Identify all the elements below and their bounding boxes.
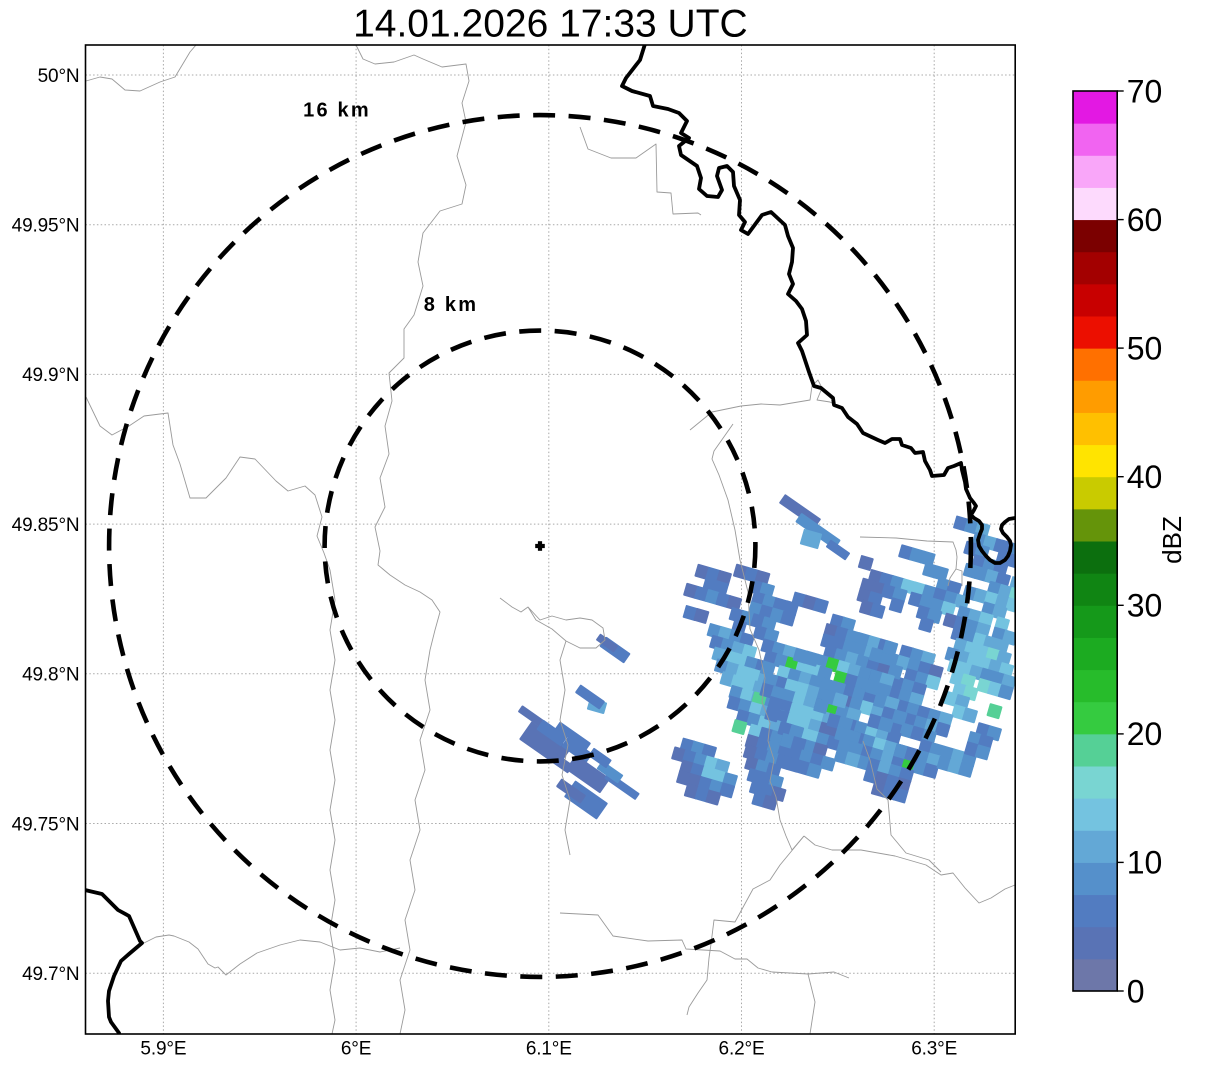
svg-text:6.2°E: 6.2°E	[719, 1039, 765, 1060]
svg-text:6.3°E: 6.3°E	[911, 1039, 957, 1060]
svg-text:20: 20	[1127, 716, 1163, 752]
svg-text:dBZ: dBZ	[1157, 516, 1187, 564]
svg-text:6.1°E: 6.1°E	[526, 1039, 572, 1060]
svg-text:49.9°N: 49.9°N	[22, 365, 79, 386]
svg-text:49.85°N: 49.85°N	[12, 515, 80, 536]
svg-text:30: 30	[1127, 588, 1163, 624]
svg-text:49.7°N: 49.7°N	[22, 964, 79, 985]
svg-text:50: 50	[1127, 330, 1163, 366]
svg-text:49.8°N: 49.8°N	[22, 665, 79, 686]
svg-text:70: 70	[1127, 73, 1163, 109]
svg-text:16 km: 16 km	[303, 100, 371, 122]
svg-text:49.75°N: 49.75°N	[12, 814, 80, 835]
svg-text:60: 60	[1127, 202, 1163, 238]
svg-text:50°N: 50°N	[38, 66, 80, 87]
svg-text:40: 40	[1127, 459, 1163, 495]
svg-text:5.9°E: 5.9°E	[140, 1039, 186, 1060]
svg-text:14.01.2026 17:33 UTC: 14.01.2026 17:33 UTC	[353, 3, 748, 46]
svg-text:49.95°N: 49.95°N	[12, 216, 80, 237]
svg-text:0: 0	[1127, 973, 1145, 1009]
svg-text:8 km: 8 km	[424, 294, 478, 316]
svg-text:6°E: 6°E	[341, 1039, 371, 1060]
svg-text:10: 10	[1127, 845, 1163, 881]
